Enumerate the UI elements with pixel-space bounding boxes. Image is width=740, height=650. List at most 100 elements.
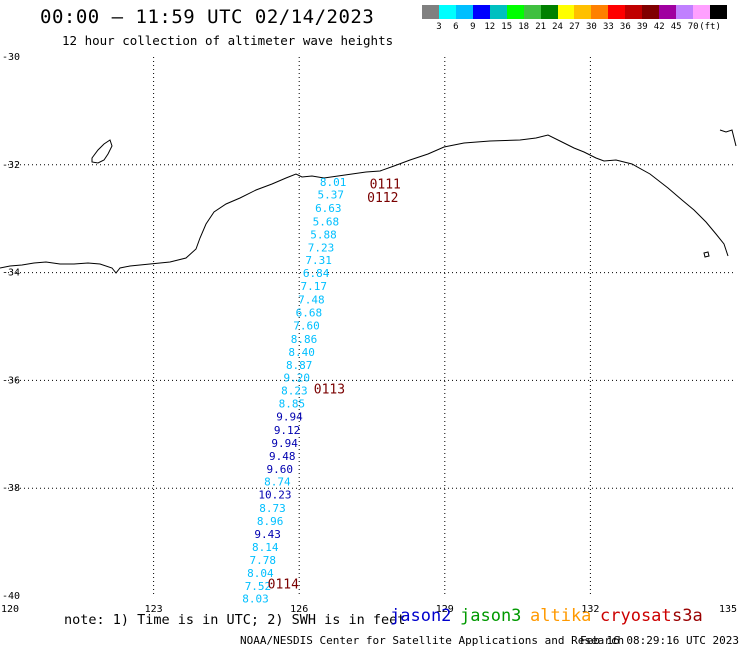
- wave-height-value: 10.23: [258, 489, 291, 502]
- colorbar-swatch: [472, 5, 490, 19]
- colorbar-swatch: [676, 5, 693, 19]
- wave-height-value: 7.31: [305, 254, 332, 267]
- colorbar-swatch: [438, 5, 456, 19]
- wave-height-value: 9.43: [254, 528, 281, 541]
- lon-tick-label: 129: [436, 604, 454, 615]
- lat-tick-label: -32: [2, 160, 20, 171]
- wave-height-value: 9.94: [271, 437, 298, 450]
- colorbar-swatch: [709, 5, 727, 19]
- colorbar-swatch: [625, 5, 643, 19]
- colorbar-swatch: [574, 5, 592, 19]
- colorbar-label: 9: [470, 22, 476, 32]
- satellite-legend-altika: altika: [530, 606, 592, 626]
- credit-line: NOAA/NESDIS Center for Satellite Applica…: [240, 634, 625, 647]
- wave-height-value: 9.48: [269, 450, 296, 463]
- lat-tick-label: -34: [2, 268, 20, 279]
- wave-height-value: 8.40: [288, 346, 315, 359]
- wave-height-value: 8.74: [264, 476, 291, 489]
- colorbar-label: 70: [687, 22, 699, 32]
- wave-height-value: 5.88: [310, 228, 337, 241]
- wave-height-value: 8.14: [252, 541, 279, 554]
- lat-tick-label: -40: [2, 591, 20, 602]
- colorbar-label: 30: [586, 22, 597, 32]
- coast-right-edge: [719, 129, 737, 147]
- colorbar-swatch: [642, 5, 660, 19]
- wave-height-value: 7.48: [298, 294, 325, 307]
- wave-height-value: 9.12: [274, 424, 301, 437]
- graticule: -30 -32 -34 -36 -38 -40 120 123 126 129 132 135: [1, 52, 737, 615]
- satellite-legend-cryosat: cryosat: [600, 606, 672, 626]
- wave-height-value: 7.23: [308, 241, 335, 254]
- colorbar-label: 27: [569, 22, 580, 32]
- pass-time-label: 0112: [367, 191, 398, 206]
- map-title: 00:00 – 11:59 UTC 02/14/2023: [40, 6, 375, 28]
- colorbar-swatch: [523, 5, 541, 19]
- generated-timestamp: Feb 16 08:29:16 UTC 2023: [580, 634, 739, 647]
- colorbar-swatch: [608, 5, 626, 19]
- colorbar-label: 12: [484, 22, 496, 32]
- colorbar-label: 18: [518, 22, 530, 32]
- colorbar-swatch: [422, 5, 439, 19]
- map-subtitle: 12 hour collection of altimeter wave hei…: [62, 33, 394, 48]
- colorbar-swatch: [489, 5, 507, 19]
- wave-height-colorbar: [422, 5, 727, 19]
- lat-tick-label: -30: [2, 52, 20, 63]
- wave-height-value: 8.73: [259, 502, 286, 515]
- colorbar-label: 33: [602, 22, 614, 32]
- lon-tick-label: 126: [290, 604, 308, 615]
- colorbar-label: (ft): [699, 22, 721, 32]
- footer-note: note: 1) Time is in UTC; 2) SWH is in fe…: [64, 612, 406, 628]
- lon-tick-label: 135: [719, 604, 737, 615]
- lon-tick-label: 132: [581, 604, 599, 615]
- wave-height-value: 8.04: [247, 567, 274, 580]
- colorbar-swatch: [540, 5, 558, 19]
- wave-height-value: 9.60: [267, 463, 294, 476]
- offshore-island: [91, 139, 113, 164]
- lat-tick-label: -36: [2, 375, 20, 386]
- lat-tick-label: -38: [2, 483, 20, 494]
- wave-height-value: 7.52: [245, 580, 272, 593]
- wave-height-value: 8.01: [320, 176, 347, 189]
- colorbar-label: 39: [636, 22, 648, 32]
- wave-height-value: 5.37: [317, 188, 344, 201]
- wave-height-value: 8.87: [286, 359, 313, 372]
- pass-time-label: 0111: [370, 178, 401, 193]
- colorbar-swatch: [455, 5, 473, 19]
- colorbar-label: 21: [535, 22, 547, 32]
- lon-tick-label: 120: [1, 604, 19, 615]
- wave-height-value: 7.60: [293, 319, 320, 332]
- wave-height-value: 5.68: [313, 215, 340, 228]
- colorbar-swatch: [659, 5, 677, 19]
- wave-height-value: 9.20: [284, 372, 311, 385]
- colorbar-label: 6: [453, 22, 459, 32]
- small-island: [703, 251, 710, 258]
- wave-height-value: 6.63: [315, 202, 342, 215]
- colorbar-label: 42: [653, 22, 665, 32]
- colorbar-label: 45: [670, 22, 682, 32]
- wave-height-value: 8.86: [291, 333, 318, 346]
- wave-height-value: 7.17: [301, 280, 328, 293]
- wave-height-value: 8.85: [279, 398, 306, 411]
- colorbar-swatch: [506, 5, 524, 19]
- wave-height-value: 8.96: [257, 515, 284, 528]
- wave-height-value: 6.84: [303, 267, 330, 280]
- wave-height-value: 8.03: [242, 593, 269, 606]
- altimeter-track: 8.015.376.635.685.887.237.316.847.177.48…: [242, 176, 401, 606]
- colorbar-swatch: [693, 5, 710, 19]
- pass-time-label: 0113: [314, 382, 345, 397]
- colorbar-labels: 3 6 9 12 15 18 21 24 27 30 33 36 39 42 45 70 (ft): [422, 22, 740, 34]
- satellite-legend-jason2: jason2: [390, 606, 452, 626]
- colorbar-swatch: [557, 5, 575, 19]
- colorbar-label: 24: [552, 22, 563, 32]
- lon-tick-label: 123: [145, 604, 163, 615]
- wave-height-value: 8.23: [281, 385, 308, 398]
- colorbar-swatch: [591, 5, 609, 19]
- colorbar-label: 3: [436, 22, 442, 32]
- pass-time-label: 0114: [268, 578, 299, 593]
- south-australia-coast: [0, 134, 729, 274]
- coastline: [0, 129, 737, 274]
- wave-height-value: 6.68: [296, 306, 323, 319]
- colorbar-label: 15: [501, 22, 513, 32]
- wave-height-value: 9.94: [276, 411, 303, 424]
